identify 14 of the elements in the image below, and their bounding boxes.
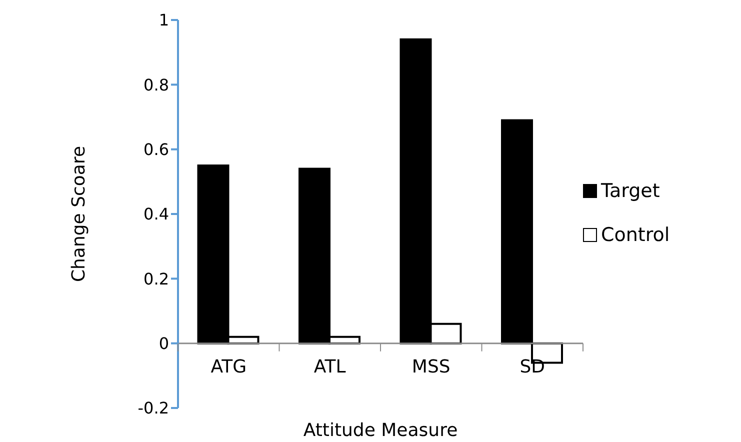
y-tick-label: -0.2 — [138, 398, 169, 418]
x-axis-title: Attitude Measure — [303, 420, 458, 441]
legend-label: Target — [601, 180, 660, 202]
y-tick-label: 0 — [158, 334, 169, 354]
y-tick-label: 0.4 — [144, 204, 169, 224]
x-tick-label: ATL — [314, 356, 346, 378]
y-tick-label: 1 — [158, 10, 169, 30]
y-tick-label: 0.8 — [144, 75, 169, 94]
x-tick-label: ATG — [210, 356, 247, 378]
y-tick-label: 0.6 — [144, 140, 169, 160]
y-axis-title: Change Scoare — [68, 146, 90, 282]
x-tick-label: MSS — [412, 356, 450, 378]
legend-label: Control — [601, 224, 670, 246]
y-tick-label: 0.2 — [144, 269, 169, 288]
